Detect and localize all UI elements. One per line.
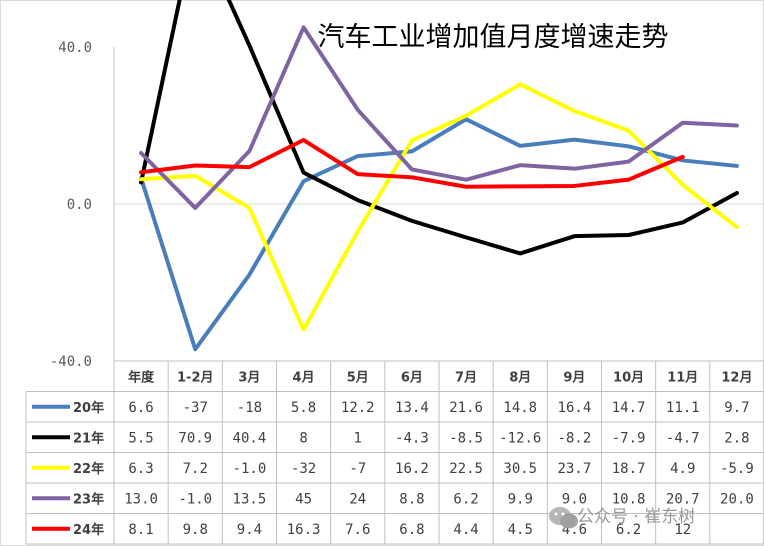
x-tick-label: 1-2月: [177, 370, 214, 385]
table-cell: -32: [291, 461, 316, 477]
table-cell: 40.4: [233, 430, 267, 446]
table-cell: 8.8: [399, 491, 424, 507]
table-cell: 9.9: [508, 491, 533, 507]
table-cell: 11.1: [666, 400, 700, 416]
table-cell: 13.4: [395, 400, 429, 416]
table-cell: 13.0: [124, 491, 158, 507]
table-cell: 22.5: [449, 461, 483, 477]
wechat-logo-icon: [549, 507, 578, 529]
table-cell: 14.7: [612, 400, 646, 416]
legend-label: 20年: [73, 400, 104, 416]
watermark-text: 公众号 · 崔东树: [577, 507, 695, 527]
table-cell: 20.0: [720, 491, 754, 507]
table-cell: 12.2: [341, 400, 375, 416]
series-line-1: [139, 117, 739, 352]
table-cell: 5.8: [291, 400, 316, 416]
table-cell: -12.6: [499, 430, 541, 446]
x-tick-label: 7月: [455, 370, 477, 385]
table-cell: 9.7: [724, 400, 749, 416]
table-cell: 6.6: [128, 400, 153, 416]
table-cell: 16.2: [395, 461, 429, 477]
table-cell: 23.7: [558, 461, 592, 477]
x-tick-label: 5月: [347, 370, 369, 385]
legend-label: 23年: [73, 491, 104, 507]
table-cell: 5.5: [128, 430, 153, 446]
table-cell: 12: [674, 522, 691, 538]
x-tick-label: 8月: [509, 370, 531, 385]
legend-label: 22年: [73, 461, 104, 477]
table-cell: 8.1: [128, 522, 153, 538]
table-cell: 16.3: [287, 522, 321, 538]
watermark: 公众号 · 崔东树: [549, 507, 695, 529]
table-cell: 6.8: [399, 522, 424, 538]
table-cell: 7.2: [183, 461, 208, 477]
table-cell: -4.7: [666, 430, 700, 446]
y-tick-label: 0.0: [67, 197, 92, 213]
x-tick-label: 年度: [128, 369, 155, 385]
table-cell: 4.9: [670, 461, 695, 477]
table-cell: 9.4: [237, 522, 262, 538]
table-cell: 45: [295, 491, 312, 507]
x-tick-label: 10月: [613, 370, 644, 385]
table-cell: -7.9: [612, 430, 646, 446]
series-line-4: [139, 25, 739, 210]
table-cell: 6.2: [453, 491, 478, 507]
table-cell: 16.4: [558, 400, 592, 416]
table-cell: 9.8: [183, 522, 208, 538]
series-line-2: [139, 0, 739, 256]
y-tick-label: 40.0: [58, 40, 92, 56]
x-tick-label: 12月: [721, 370, 752, 385]
table-cell: 1: [354, 430, 362, 446]
table-cell: 6.2: [616, 522, 641, 538]
table-cell: -18: [237, 400, 262, 416]
legend-label: 21年: [73, 430, 104, 446]
chart-title: 汽车工业增加值月度增速走势: [318, 22, 669, 53]
table-cell: 4.4: [453, 522, 478, 538]
table-cell: 4.5: [508, 522, 533, 538]
y-tick-label: -40.0: [50, 354, 92, 370]
table-cell: -1.0: [233, 461, 267, 477]
table-cell: -8.2: [558, 430, 592, 446]
series-line-5: [139, 138, 685, 189]
table-cell: 10.8: [612, 491, 646, 507]
table-cell: 9.0: [562, 491, 587, 507]
series-line-3: [139, 82, 739, 332]
x-tick-label: 4月: [293, 370, 315, 385]
x-tick-label: 11月: [667, 370, 698, 385]
table-cell: -4.3: [395, 430, 429, 446]
table-cell: 70.9: [178, 430, 212, 446]
legend-label: 24年: [73, 522, 104, 538]
table-cell: 13.5: [233, 491, 267, 507]
table-cell: 6.3: [128, 461, 153, 477]
table-cell: 30.5: [503, 461, 537, 477]
x-tick-label: 6月: [401, 370, 423, 385]
table-cell: 20.7: [666, 491, 700, 507]
table-cell: 14.8: [503, 400, 537, 416]
table-cell: -5.9: [720, 461, 754, 477]
table-cell: -8.5: [449, 430, 483, 446]
table-cell: 2.8: [724, 430, 749, 446]
table-cell: -37: [183, 400, 208, 416]
table-cell: -7: [349, 461, 366, 477]
table-cell: -1.0: [178, 491, 212, 507]
table-cell: 24: [349, 491, 366, 507]
table-cell: 8: [299, 430, 307, 446]
table-cell: 21.6: [449, 400, 483, 416]
table-cell: 7.6: [345, 522, 370, 538]
x-tick-label: 3月: [238, 370, 260, 385]
table-cell: 18.7: [612, 461, 646, 477]
x-tick-label: 9月: [563, 370, 585, 385]
